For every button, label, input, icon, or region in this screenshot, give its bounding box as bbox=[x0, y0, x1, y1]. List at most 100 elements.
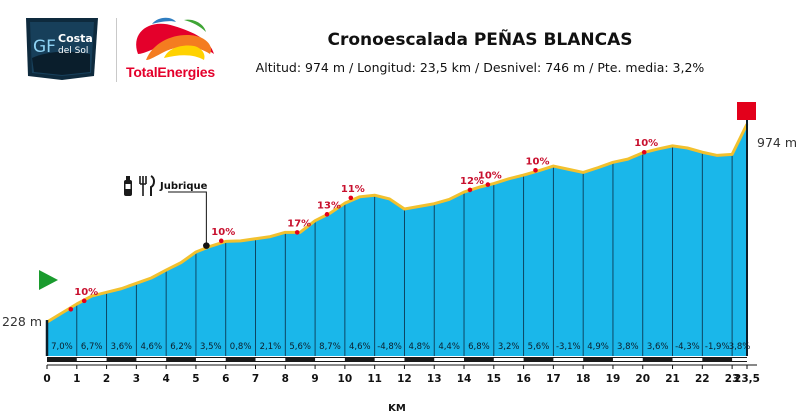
km-scale-segment bbox=[195, 358, 226, 361]
km-gradient-label: -4,3% bbox=[675, 342, 700, 352]
km-gradient-label: 4,4% bbox=[438, 342, 460, 352]
steep-section-label: 13% bbox=[317, 200, 341, 211]
x-tick-label: 20 bbox=[635, 373, 650, 385]
x-tick-label: 5 bbox=[192, 373, 199, 385]
x-tick-label: 1 bbox=[73, 373, 80, 385]
km-gradient-label: 6,2% bbox=[170, 342, 192, 352]
km-scale-segment bbox=[553, 358, 584, 361]
km-gradient-label: 3,6% bbox=[647, 342, 669, 352]
km-gradient-label: 4,6% bbox=[349, 342, 371, 352]
x-tick-label: 15 bbox=[486, 373, 501, 385]
steep-section-label: 10% bbox=[526, 156, 550, 167]
steep-section-marker bbox=[324, 212, 330, 217]
km-scale-segment bbox=[732, 358, 747, 361]
start-flag-icon bbox=[39, 270, 58, 290]
gf-logo-letters: GF bbox=[33, 37, 56, 57]
x-tick-label: 11 bbox=[367, 373, 382, 385]
km-gradient-label: -1,9% bbox=[705, 342, 730, 352]
start-altitude-label: 228 m bbox=[2, 314, 42, 329]
x-tick-label: 22 bbox=[695, 373, 710, 385]
km-scale-segment bbox=[136, 358, 167, 361]
km-gradient-label: 3,8% bbox=[617, 342, 639, 352]
chart-subtitle: Altitud: 974 m / Longitud: 23,5 km / Des… bbox=[255, 60, 705, 75]
fork-icon bbox=[139, 176, 147, 196]
steep-section-marker bbox=[294, 230, 300, 235]
km-scale-segment bbox=[434, 358, 465, 361]
x-tick-label: 19 bbox=[606, 373, 621, 385]
km-gradient-label: 4,8% bbox=[409, 342, 431, 352]
x-tick-label: 7 bbox=[252, 373, 259, 385]
x-axis-label: KM bbox=[388, 403, 406, 414]
x-tick-label: 3 bbox=[133, 373, 140, 385]
km-gradient-label: -4,8% bbox=[377, 342, 402, 352]
bottle-label-icon bbox=[125, 184, 131, 189]
km-gradient-label: 3,2% bbox=[498, 342, 520, 352]
km-gradient-label: 8,7% bbox=[319, 342, 341, 352]
steep-section-marker bbox=[533, 167, 538, 173]
poi-leader bbox=[205, 191, 207, 246]
km-scale-segment bbox=[493, 358, 524, 361]
steep-section-marker bbox=[485, 182, 491, 187]
x-tick-label: 13 bbox=[427, 373, 442, 385]
profile-outline bbox=[46, 123, 749, 324]
end-altitude-label: 974 m bbox=[757, 135, 797, 150]
x-tick-label: 6 bbox=[222, 373, 229, 385]
steep-section-label: 10% bbox=[634, 138, 658, 149]
steep-section-label: 12% bbox=[460, 176, 484, 187]
knife-icon bbox=[150, 175, 155, 196]
km-gradient-label: -3,1% bbox=[556, 342, 581, 352]
km-gradient-label: 3,6% bbox=[111, 342, 133, 352]
x-tick-label: 23,5 bbox=[734, 373, 760, 385]
x-tick-label: 2 bbox=[103, 373, 110, 385]
km-gradient-label: 7,0% bbox=[51, 342, 73, 352]
x-tick-label: 4 bbox=[162, 373, 169, 385]
x-tick-label: 8 bbox=[282, 373, 289, 385]
totalenergies-logo bbox=[136, 17, 214, 60]
steep-section-label: 11% bbox=[341, 184, 365, 195]
steep-section-label: 10% bbox=[74, 287, 98, 298]
km-gradient-label: 3,8% bbox=[729, 342, 751, 352]
km-gradient-label: 2,1% bbox=[260, 342, 282, 352]
water-bottle-food-icon bbox=[124, 175, 155, 196]
steep-section-label: 10% bbox=[478, 171, 502, 182]
x-tick-label: 21 bbox=[665, 373, 680, 385]
logo-divider bbox=[116, 18, 117, 82]
x-tick-label: 23 bbox=[725, 373, 740, 385]
x-tick-label: 17 bbox=[546, 373, 561, 385]
profile-area bbox=[47, 124, 747, 356]
km-gradient-label: 3,5% bbox=[200, 342, 222, 352]
km-scale-segment bbox=[255, 358, 286, 361]
x-tick-label: 12 bbox=[397, 373, 412, 385]
km-gradient-label: 5,6% bbox=[289, 342, 311, 352]
steep-section-marker bbox=[641, 149, 647, 155]
brand-name: TotalEnergies bbox=[126, 64, 215, 80]
steep-section-label: 17% bbox=[287, 218, 311, 229]
km-scale-segment bbox=[315, 358, 345, 361]
km-gradient-label: 6,8% bbox=[468, 342, 490, 352]
km-scale-segment bbox=[672, 358, 703, 361]
x-tick-label: 9 bbox=[311, 373, 318, 385]
steep-section-marker bbox=[467, 187, 473, 193]
gf-logo-del-sol: del Sol bbox=[58, 46, 88, 56]
x-tick-label: 16 bbox=[516, 373, 531, 385]
x-tick-label: 10 bbox=[338, 373, 353, 385]
steep-section-marker bbox=[218, 238, 224, 244]
chart-title: Cronoescalada PEÑAS BLANCAS bbox=[327, 30, 633, 50]
km-scale-segment bbox=[612, 358, 643, 361]
km-gradient-label: 6,7% bbox=[81, 342, 103, 352]
km-scale-segment bbox=[76, 358, 107, 361]
steep-section-label: 10% bbox=[211, 227, 235, 238]
km-gradient-label: 5,6% bbox=[528, 342, 550, 352]
finish-flag-icon bbox=[737, 102, 756, 120]
km-gradient-label: 0,8% bbox=[230, 342, 252, 352]
steep-section-marker bbox=[348, 195, 354, 201]
poi-marker bbox=[203, 242, 210, 249]
km-gradient-label: 4,6% bbox=[140, 342, 162, 352]
bottle-cap-icon bbox=[126, 176, 130, 180]
steep-section-marker bbox=[81, 298, 87, 304]
x-tick-label: 14 bbox=[457, 373, 472, 385]
gf-logo-costa: Costa bbox=[58, 32, 93, 45]
km-gradient-label: 4,9% bbox=[587, 342, 609, 352]
km-scale-segment bbox=[374, 358, 405, 361]
